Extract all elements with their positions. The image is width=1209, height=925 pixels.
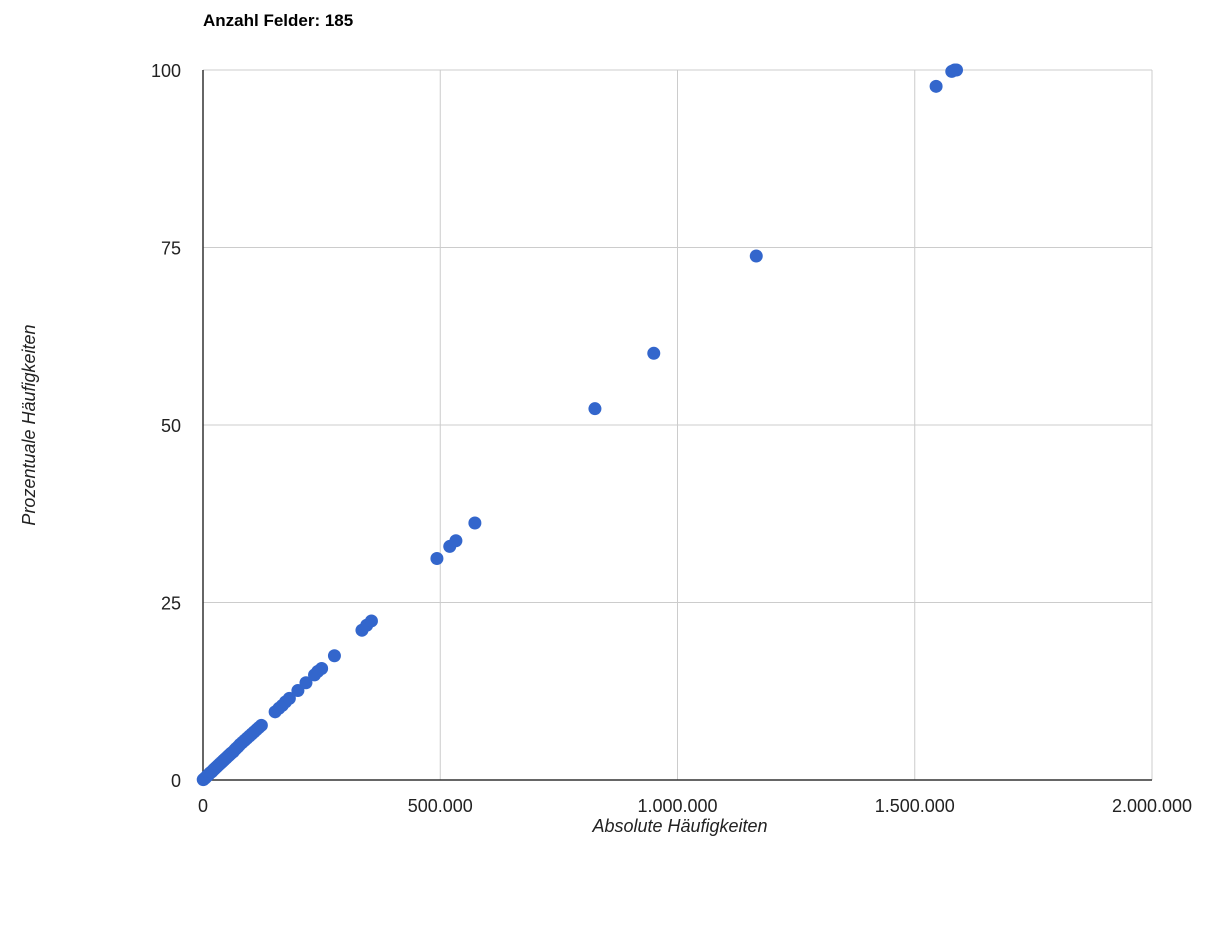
- x-tick-label: 1.500.000: [875, 796, 955, 816]
- data-point: [291, 684, 305, 698]
- x-axis-ticks: 0 500.000 1.000.000 1.500.000 2.000.000: [198, 796, 1192, 816]
- x-tick-label: 1.000.000: [637, 796, 717, 816]
- data-point: [282, 691, 296, 705]
- x-tick-label: 0: [198, 796, 208, 816]
- data-point: [929, 79, 943, 93]
- data-point: [950, 63, 964, 77]
- y-tick-label: 75: [161, 239, 181, 259]
- y-tick-label: 0: [171, 771, 181, 791]
- data-point: [647, 346, 661, 360]
- data-point: [364, 614, 378, 628]
- data-point: [449, 534, 463, 548]
- y-axis-ticks: 0 25 50 75 100: [151, 61, 181, 791]
- data-point: [588, 402, 602, 416]
- y-tick-label: 25: [161, 594, 181, 614]
- x-axis-title: Absolute Häufigkeiten: [591, 816, 767, 836]
- axes: [202, 70, 1152, 781]
- y-axis-title: Prozentuale Häufigkeiten: [19, 324, 39, 525]
- x-tick-label: 2.000.000: [1112, 796, 1192, 816]
- data-point: [468, 516, 482, 530]
- y-tick-label: 100: [151, 61, 181, 81]
- gridlines: [203, 69, 1153, 780]
- data-point: [299, 676, 313, 690]
- data-point: [315, 662, 329, 676]
- data-point: [254, 718, 268, 732]
- data-points: [196, 63, 964, 787]
- y-tick-label: 50: [161, 416, 181, 436]
- data-point: [430, 551, 444, 565]
- x-tick-label: 500.000: [408, 796, 473, 816]
- data-point: [327, 649, 341, 663]
- data-point: [749, 249, 763, 263]
- chart-title: Anzahl Felder: 185: [203, 11, 353, 30]
